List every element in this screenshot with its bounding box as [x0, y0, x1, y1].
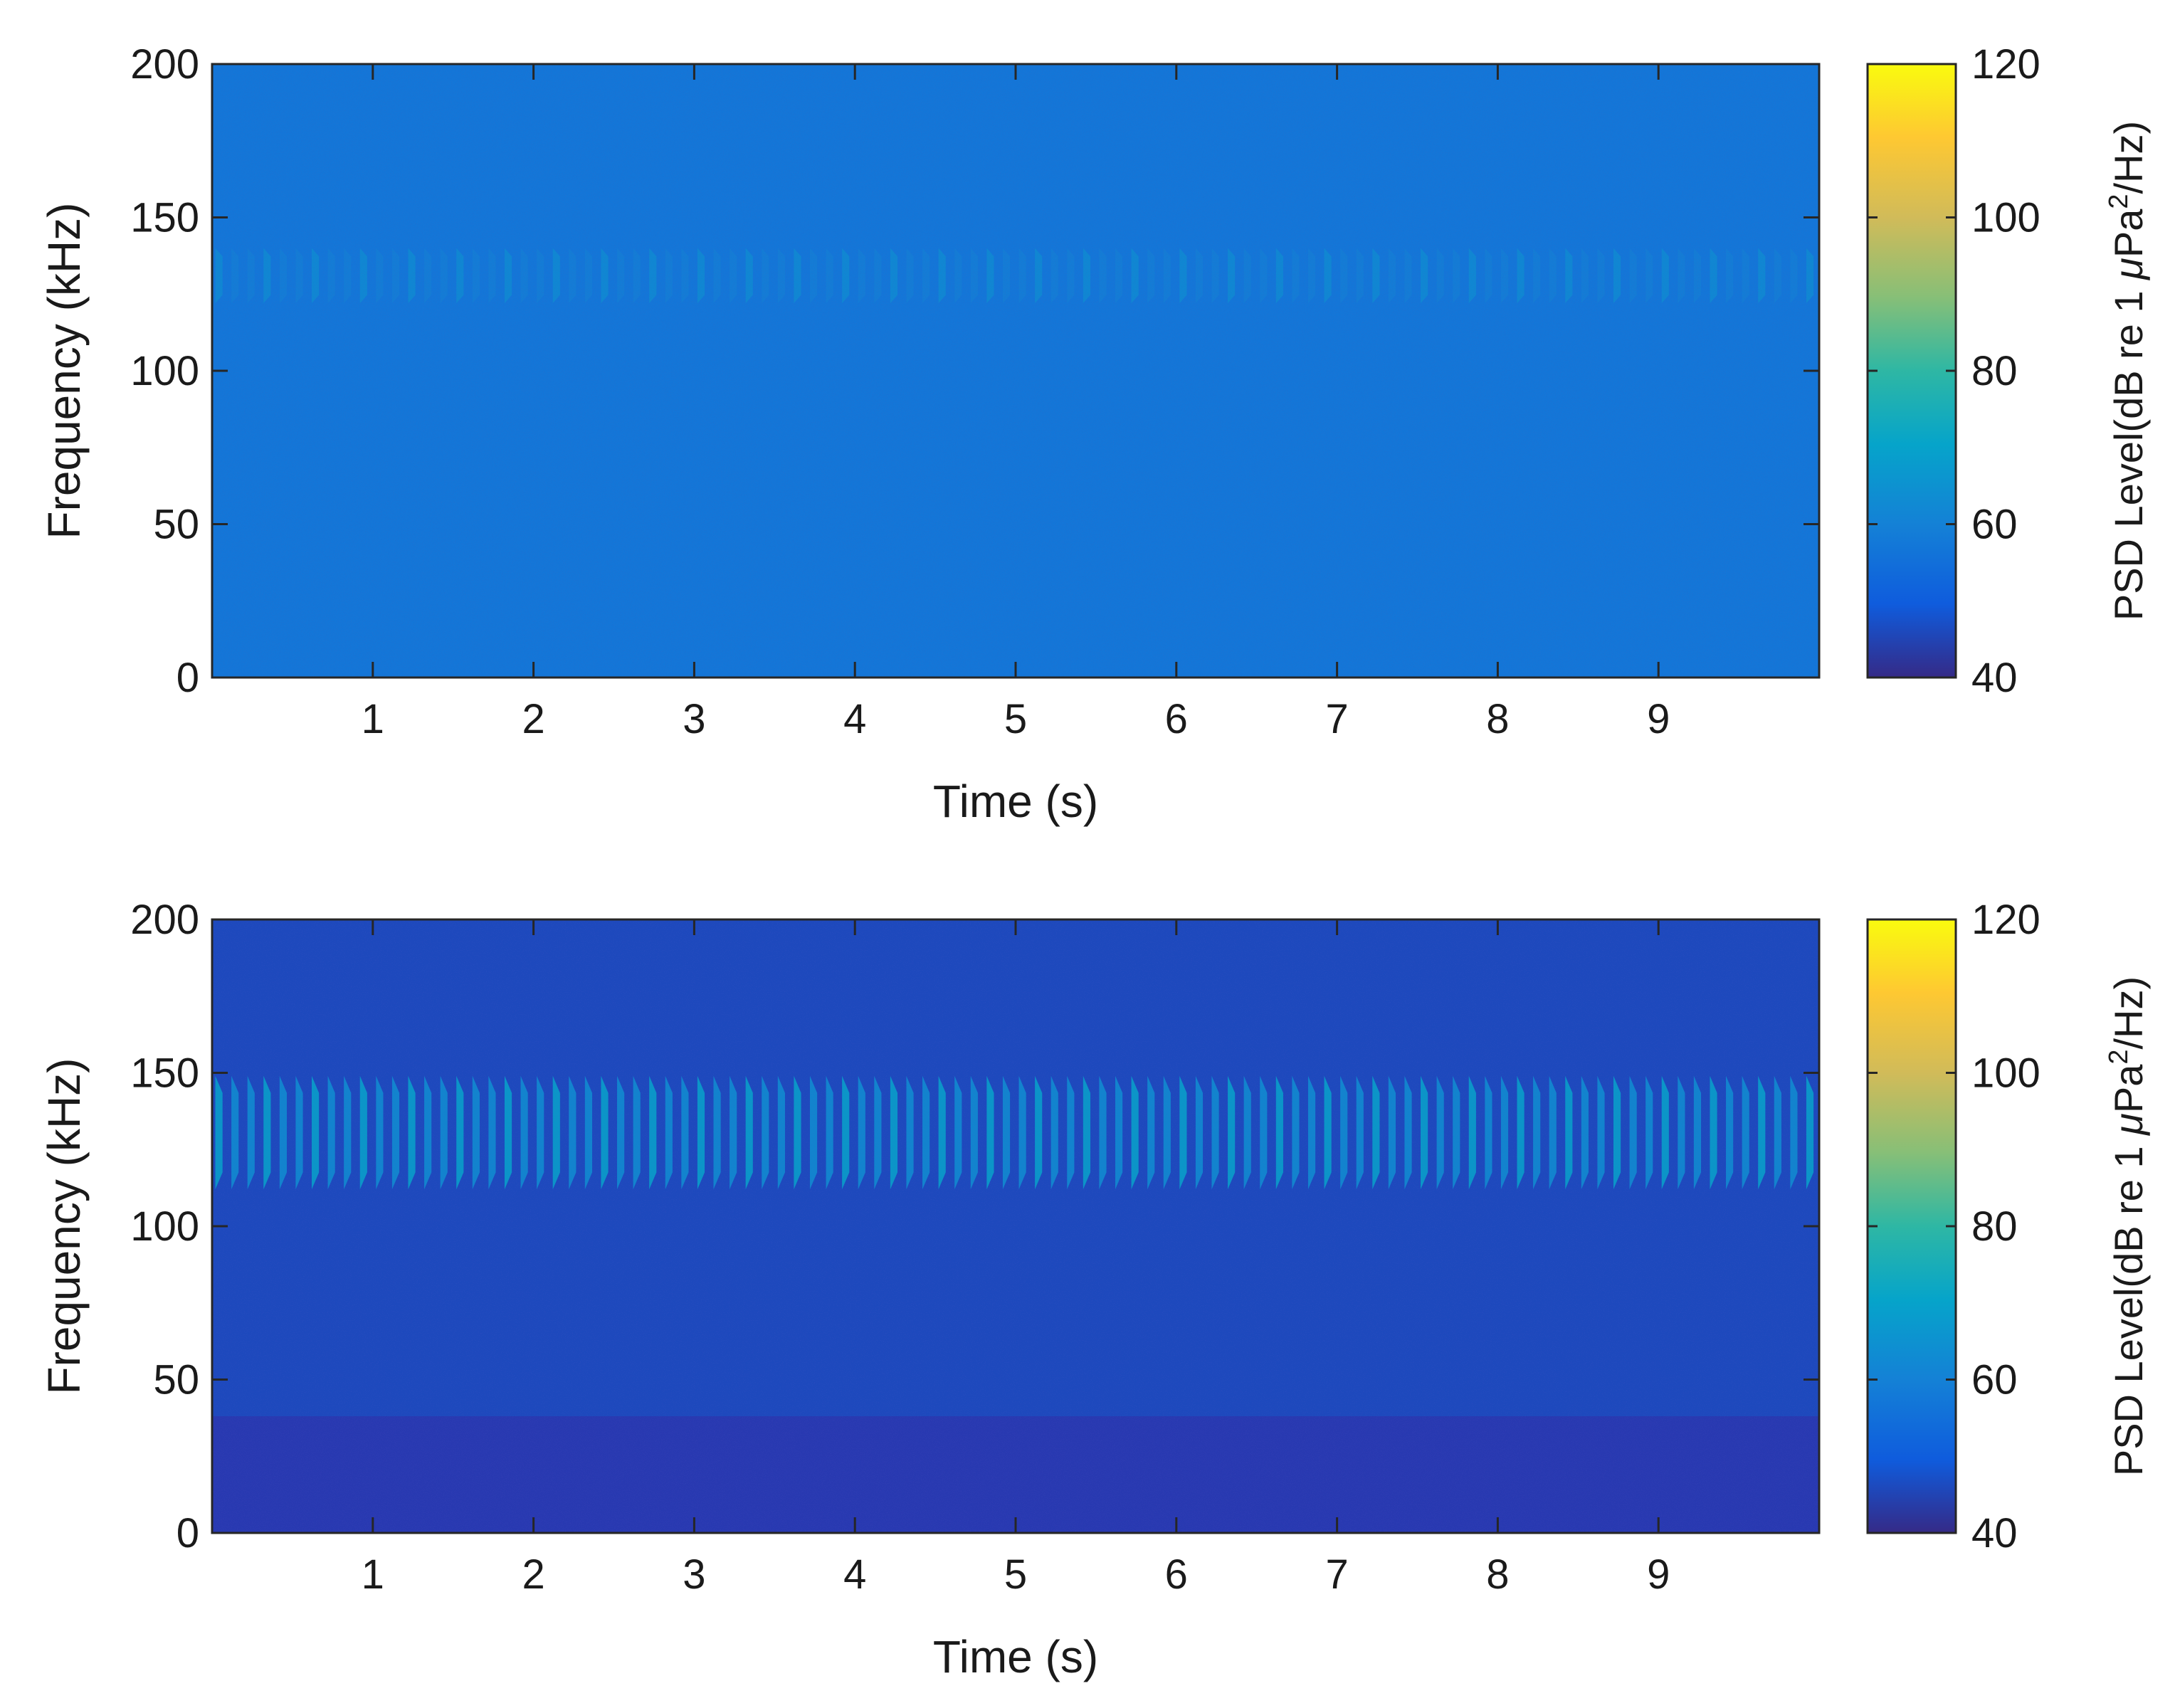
x-tick-label: 7: [1325, 1551, 1348, 1598]
colorbar-tick-label: 60: [1971, 1357, 2018, 1403]
y-axis-label-bottom: Frequency (kHz): [38, 1058, 90, 1395]
y-tick-label: 50: [153, 1357, 199, 1403]
y-tick-label: 50: [153, 502, 199, 548]
y-tick-label: 0: [177, 1510, 199, 1556]
y-tick-label: 200: [130, 897, 199, 943]
colorbar-top: [1866, 63, 1957, 679]
spectrogram-panel-top: 0 50 100 150 200 1 2 3 4 5 6 7 8 9 Time (s) Frequenc…: [38, 41, 2151, 827]
colorbar-label-bottom: PSD Level(dB re 1 μPa2/Hz): [2104, 976, 2151, 1476]
colorbar-tick-label: 120: [1971, 897, 2041, 943]
x-tick-label: 4: [843, 696, 866, 742]
y-tick-label: 100: [130, 348, 199, 394]
colorbar-tick-label: 100: [1971, 195, 2041, 241]
colorbar-bottom: [1866, 918, 1957, 1534]
colorbar-tick-label: 80: [1971, 1203, 2018, 1250]
colorbar-tick-label: 60: [1971, 502, 2018, 548]
x-tick-label: 1: [362, 696, 384, 742]
spectrogram-panel-bottom: 0 50 100 150 200 1 2 3 4 5 6 7 8 9 Time (s) Frequenc…: [38, 897, 2151, 1682]
x-tick-label: 4: [843, 1551, 866, 1598]
x-tick-label: 1: [362, 1551, 384, 1598]
x-tick-label: 5: [1004, 1551, 1027, 1598]
spectrogram-image-top: [212, 64, 1819, 678]
x-tick-label: 2: [522, 696, 544, 742]
y-tick-label: 0: [177, 655, 199, 701]
y-axis-label-top: Frequency (kHz): [38, 203, 90, 539]
x-tick-label: 3: [683, 696, 705, 742]
spectrogram-image-bottom: [212, 919, 1819, 1533]
x-axis-label-top: Time (s): [933, 776, 1098, 827]
x-tick-label: 6: [1165, 1551, 1188, 1598]
x-tick-label: 6: [1165, 696, 1188, 742]
x-tick-label: 2: [522, 1551, 544, 1598]
x-tick-label: 3: [683, 1551, 705, 1598]
x-axis-label-bottom: Time (s): [933, 1631, 1098, 1682]
colorbar-label-top: PSD Level(dB re 1 μPa2/Hz): [2104, 121, 2151, 621]
colorbar-tick-label: 100: [1971, 1050, 2041, 1097]
colorbar-tick-label: 120: [1971, 41, 2041, 88]
x-tick-label: 8: [1486, 696, 1509, 742]
y-tick-label: 200: [130, 41, 199, 88]
x-tick-label: 7: [1325, 696, 1348, 742]
y-tick-label: 100: [130, 1203, 199, 1250]
colorbar-tick-label: 80: [1971, 348, 2018, 394]
y-tick-label: 150: [130, 195, 199, 241]
colorbar-tick-label: 40: [1971, 655, 2018, 701]
x-tick-label: 5: [1004, 696, 1027, 742]
x-tick-label: 8: [1486, 1551, 1509, 1598]
x-tick-label: 9: [1647, 696, 1670, 742]
y-tick-label: 150: [130, 1050, 199, 1097]
colorbar-tick-label: 40: [1971, 1510, 2018, 1556]
x-tick-label: 9: [1647, 1551, 1670, 1598]
